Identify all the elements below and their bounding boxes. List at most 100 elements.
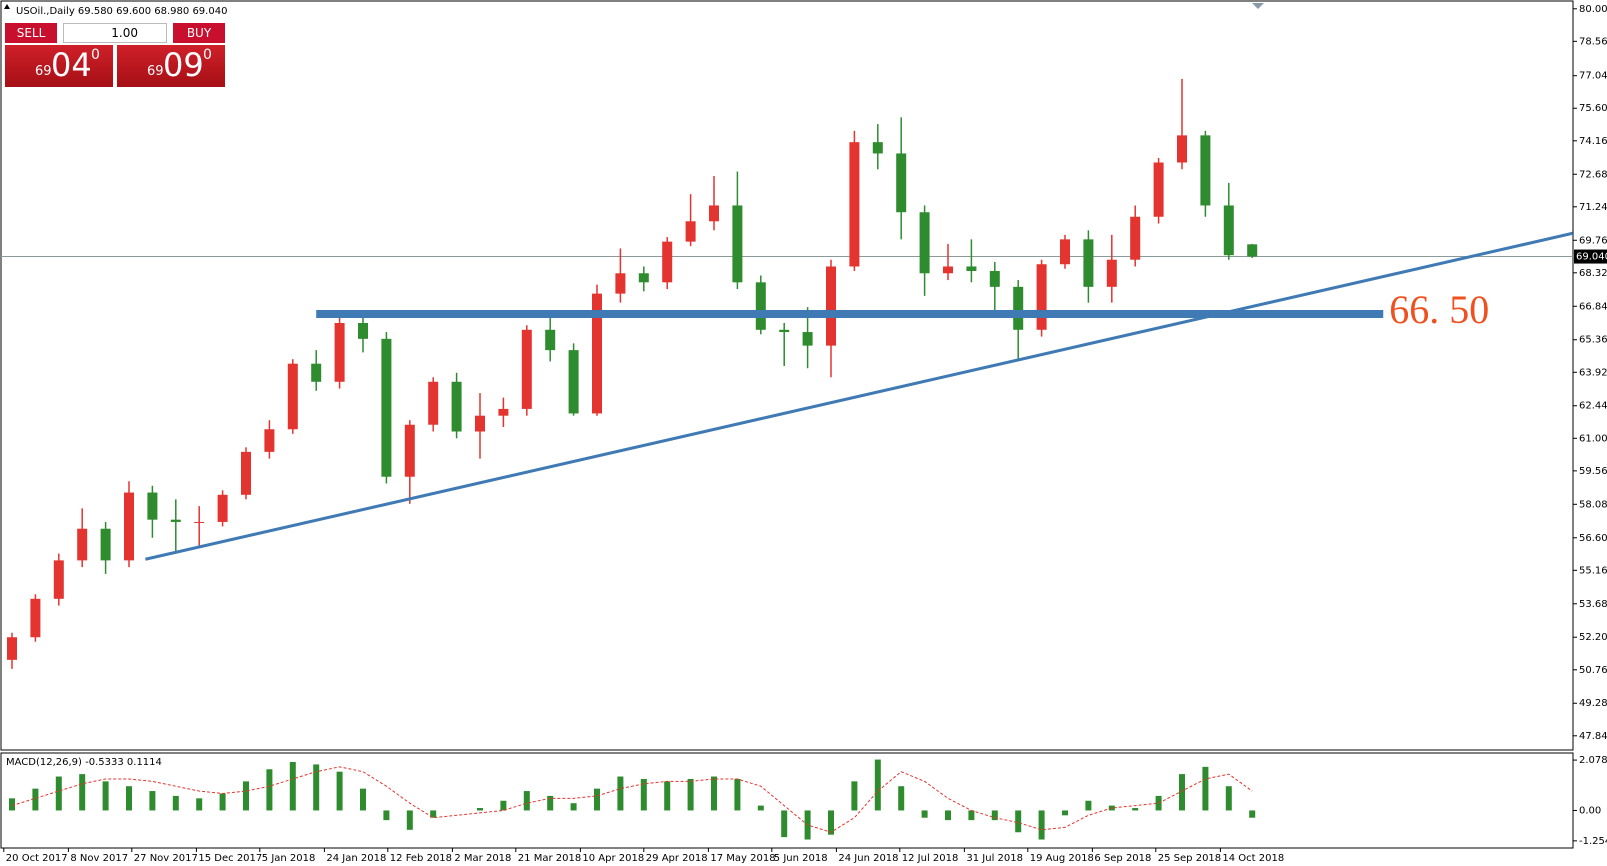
candle-body [124, 492, 134, 561]
macd-bar [968, 810, 975, 821]
candle-body [30, 598, 41, 638]
trade-panel: SELL 1.00 BUY 69 04 0 69 09 0 [5, 23, 225, 87]
macd-bar [430, 810, 437, 818]
x-tick-label: 27 Nov 2017 [134, 853, 198, 864]
macd-bar [734, 778, 741, 811]
candle-body [568, 350, 579, 414]
macd-bar [851, 781, 858, 811]
macd-bar [757, 805, 764, 811]
x-tick-label: 29 Apr 2018 [646, 853, 708, 864]
current-price-box [1574, 249, 1607, 264]
candle-body [1177, 135, 1187, 163]
macd-bar [991, 810, 998, 821]
lot-input[interactable]: 1.00 [63, 23, 167, 43]
price-prefix: 69 [35, 64, 52, 79]
sell-price[interactable]: 69 04 0 [5, 45, 113, 87]
macd-bar [266, 769, 273, 811]
x-tick-label: 10 Apr 2018 [582, 853, 644, 864]
candle-body [475, 415, 485, 432]
macd-bar [383, 810, 390, 821]
candle-body [53, 560, 64, 599]
macd-bar [1062, 810, 1068, 816]
y-tick-label: 55.160 [1579, 565, 1607, 576]
y-tick-label: 72.680 [1579, 169, 1607, 180]
candle-body [615, 273, 626, 294]
price-big: 09 [163, 46, 204, 84]
macd-bar [1085, 800, 1092, 811]
collapse-icon[interactable] [4, 4, 10, 9]
macd-bar [921, 810, 928, 818]
candle-body [1036, 264, 1047, 330]
x-tick-label: 31 Jul 2018 [966, 853, 1023, 864]
price-prefix: 69 [147, 64, 164, 79]
macd-bar [32, 788, 39, 811]
y-tick-label: 78.560 [1579, 36, 1607, 47]
price-sup: 0 [91, 47, 100, 63]
y-tick-label: 75.600 [1579, 103, 1607, 114]
sell-button[interactable]: SELL [5, 23, 57, 43]
candle-body [217, 494, 228, 522]
macd-bar [1179, 774, 1185, 811]
y-tick-label: 77.040 [1579, 71, 1607, 82]
y-tick-label: 47.840 [1579, 731, 1607, 742]
macd-bar [1202, 766, 1209, 811]
x-tick-label: 5 Jun 2018 [774, 853, 828, 864]
candle-body [638, 273, 649, 283]
candle-body [428, 381, 439, 425]
candle-body [1247, 244, 1258, 257]
buy-button[interactable]: BUY [173, 23, 225, 43]
macd-bar [126, 786, 132, 811]
macd-bar [243, 781, 249, 811]
y-tick-label: 52.200 [1579, 632, 1607, 643]
y-tick-label: 74.160 [1579, 136, 1607, 147]
y-tick-label: 63.920 [1579, 367, 1607, 378]
macd-bar [640, 778, 647, 811]
macd-bar [336, 771, 343, 811]
candle-body [1083, 239, 1094, 287]
y-tick-label: 61.000 [1579, 433, 1607, 444]
candle-body [521, 329, 532, 409]
candle-body [7, 637, 17, 660]
candle-body [1153, 162, 1164, 217]
buy-price[interactable]: 69 09 0 [117, 45, 225, 87]
macd-bar [594, 788, 600, 811]
x-tick-label: 21 Mar 2018 [518, 853, 581, 864]
macd-frame [0, 752, 1574, 849]
candle-body [826, 266, 836, 346]
macd-bar [196, 798, 203, 811]
y-tick-label: 50.760 [1579, 665, 1607, 676]
macd-title: MACD(12,26,9) -0.5333 0.1114 [6, 757, 162, 768]
candle-body [77, 528, 88, 561]
macd-bar [149, 791, 156, 811]
x-tick-label: 25 Sep 2018 [1158, 853, 1221, 864]
candle-body [545, 329, 556, 351]
macd-bar [219, 793, 226, 811]
x-tick-label: 15 Dec 2017 [198, 853, 262, 864]
price-sup: 0 [203, 47, 212, 63]
macd-bar [523, 791, 530, 811]
x-tick-label: 24 Jun 2018 [838, 853, 898, 864]
y-tick-label: 62.440 [1579, 401, 1607, 412]
candle-body [147, 492, 158, 520]
macd-bar [313, 764, 320, 811]
candle-body [755, 282, 766, 330]
y-tick-label: 69.760 [1579, 235, 1607, 246]
x-tick-label: 12 Jul 2018 [902, 853, 959, 864]
y-tick-label: -1.2542 [1579, 836, 1607, 847]
macd-bar [664, 781, 671, 811]
y-tick-label: 2.0789 [1579, 755, 1607, 766]
macd-bar [79, 774, 86, 811]
x-tick-label: 5 Jan 2018 [262, 853, 316, 864]
candle-body [709, 205, 719, 222]
y-tick-label: 59.560 [1579, 466, 1607, 477]
candle-body [1060, 239, 1070, 265]
macd-bar [289, 761, 296, 811]
candle-body [170, 519, 181, 522]
macd-bar [781, 810, 788, 838]
candle-body [264, 429, 275, 452]
candle-body [966, 266, 977, 272]
y-tick-label: 65.360 [1579, 335, 1607, 346]
x-tick-label: 14 Oct 2018 [1222, 853, 1284, 864]
macd-bar [1225, 786, 1232, 811]
candle-body [100, 528, 111, 561]
